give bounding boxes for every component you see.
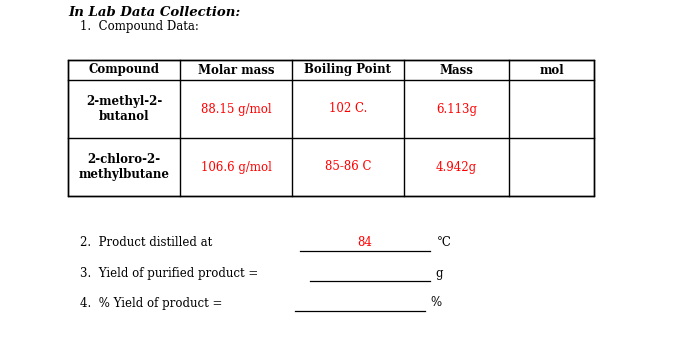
Text: 2-chloro-2-
methylbutane: 2-chloro-2- methylbutane xyxy=(78,153,169,181)
Text: 102 C.: 102 C. xyxy=(329,103,368,116)
Text: In Lab Data Collection:: In Lab Data Collection: xyxy=(68,6,240,19)
Text: 6.113g: 6.113g xyxy=(436,103,477,116)
Text: Mass: Mass xyxy=(440,63,473,77)
Text: 1.  Compound Data:: 1. Compound Data: xyxy=(80,20,199,33)
Bar xyxy=(68,60,594,196)
Text: Boiling Point: Boiling Point xyxy=(304,63,391,77)
Text: mol: mol xyxy=(539,63,564,77)
Text: 2.  Product distilled at: 2. Product distilled at xyxy=(80,237,212,250)
Text: 85-86 C: 85-86 C xyxy=(325,160,371,174)
Text: 4.  % Yield of product =: 4. % Yield of product = xyxy=(80,296,223,309)
Text: 106.6 g/mol: 106.6 g/mol xyxy=(201,160,272,174)
Text: Compound: Compound xyxy=(88,63,160,77)
Text: 2-methyl-2-
butanol: 2-methyl-2- butanol xyxy=(86,95,162,123)
Text: 88.15 g/mol: 88.15 g/mol xyxy=(201,103,272,116)
Text: g: g xyxy=(435,267,442,279)
Text: 84: 84 xyxy=(358,236,372,248)
Text: %: % xyxy=(430,296,441,309)
Text: Molar mass: Molar mass xyxy=(197,63,274,77)
Text: 3.  Yield of purified product =: 3. Yield of purified product = xyxy=(80,267,258,279)
Text: °C: °C xyxy=(437,237,452,250)
Text: 4.942g: 4.942g xyxy=(436,160,477,174)
